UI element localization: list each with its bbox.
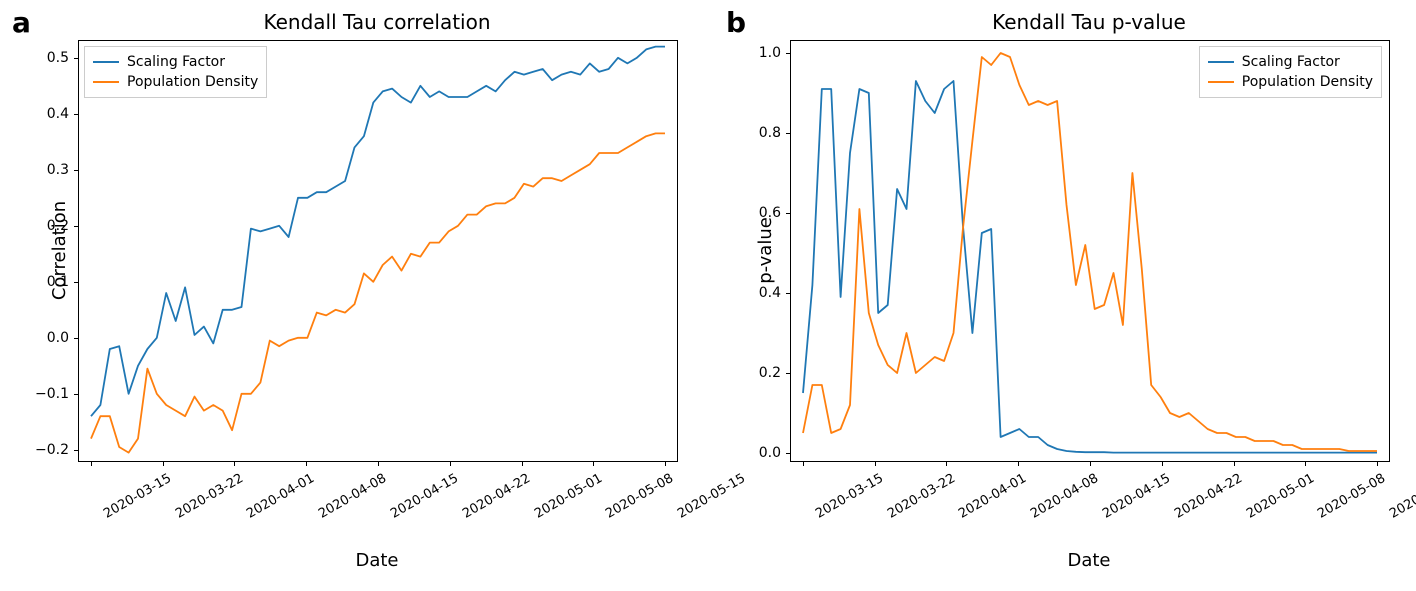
xtick-label: 2020-04-22	[460, 471, 533, 522]
xtick-label: 2020-04-01	[957, 471, 1030, 522]
xtick-label: 2020-04-15	[388, 471, 461, 522]
chart-b-plot-area: 0.00.20.40.60.81.02020-03-152020-03-2220…	[790, 40, 1390, 462]
ytick-label: −0.1	[35, 386, 69, 402]
ytick-mark	[786, 133, 791, 134]
ytick-mark	[74, 114, 79, 115]
legend-label-scaling: Scaling Factor	[127, 54, 225, 70]
xtick-mark	[946, 461, 947, 466]
chart-a-svg	[79, 41, 677, 461]
ytick-label: 0.5	[47, 50, 69, 66]
chart-a-ylabel: Correlation	[49, 201, 70, 300]
ytick-mark	[74, 58, 79, 59]
xtick-mark	[593, 461, 594, 466]
xtick-mark	[91, 461, 92, 466]
xtick-mark	[306, 461, 307, 466]
panel-label-b: b	[726, 6, 746, 39]
xtick-mark	[1018, 461, 1019, 466]
xtick-mark	[163, 461, 164, 466]
ytick-label: 0.0	[759, 445, 781, 461]
ytick-label: 0.3	[47, 162, 69, 178]
chart-a-xlabel: Date	[78, 550, 676, 571]
xtick-label: 2020-04-15	[1100, 471, 1173, 522]
xtick-label: 2020-04-01	[245, 471, 318, 522]
xtick-mark	[234, 461, 235, 466]
xtick-label: 2020-05-15	[675, 471, 748, 522]
legend-row-density: Population Density	[1208, 72, 1373, 92]
legend-row-scaling: Scaling Factor	[93, 52, 258, 72]
legend-line-icon	[1208, 81, 1234, 83]
chart-b-title: Kendall Tau p-value	[790, 10, 1388, 34]
ytick-mark	[786, 213, 791, 214]
legend-label-density: Population Density	[1242, 74, 1373, 90]
ytick-mark	[74, 338, 79, 339]
ytick-label: 0.4	[759, 285, 781, 301]
chart-a-title: Kendall Tau correlation	[78, 10, 676, 34]
legend-line-icon	[93, 61, 119, 63]
xtick-label: 2020-04-08	[1028, 471, 1101, 522]
xtick-mark	[665, 461, 666, 466]
xtick-mark	[378, 461, 379, 466]
xtick-label: 2020-05-01	[532, 471, 605, 522]
xtick-mark	[1377, 461, 1378, 466]
xtick-label: 2020-03-15	[101, 471, 174, 522]
xtick-mark	[803, 461, 804, 466]
ytick-mark	[786, 453, 791, 454]
legend-line-icon	[1208, 61, 1234, 63]
xtick-label: 2020-04-08	[316, 471, 389, 522]
series-line	[91, 133, 665, 452]
legend-label-scaling: Scaling Factor	[1242, 54, 1340, 70]
xtick-label: 2020-03-15	[813, 471, 886, 522]
chart-a-plot-area: −0.2−0.10.00.10.20.30.40.52020-03-152020…	[78, 40, 678, 462]
ytick-mark	[74, 226, 79, 227]
ytick-mark	[786, 53, 791, 54]
ytick-mark	[74, 450, 79, 451]
chart-b: Kendall Tau p-value 0.00.20.40.60.81.020…	[790, 40, 1388, 460]
xtick-mark	[1090, 461, 1091, 466]
xtick-label: 2020-04-22	[1172, 471, 1245, 522]
ytick-mark	[74, 394, 79, 395]
ytick-label: 1.0	[759, 45, 781, 61]
xtick-label: 2020-05-01	[1244, 471, 1317, 522]
ytick-label: 0.0	[47, 330, 69, 346]
ytick-label: −0.2	[35, 442, 69, 458]
legend-row-density: Population Density	[93, 72, 258, 92]
figure: a b Kendall Tau correlation −0.2−0.10.00…	[0, 0, 1416, 591]
xtick-mark	[450, 461, 451, 466]
legend-label-density: Population Density	[127, 74, 258, 90]
ytick-label: 0.8	[759, 125, 781, 141]
xtick-label: 2020-05-08	[1315, 471, 1388, 522]
chart-b-ylabel: p-value	[755, 217, 776, 284]
chart-b-svg	[791, 41, 1389, 461]
ytick-mark	[786, 293, 791, 294]
legend-line-icon	[93, 81, 119, 83]
ytick-label: 0.2	[759, 365, 781, 381]
xtick-mark	[522, 461, 523, 466]
chart-b-legend: Scaling Factor Population Density	[1199, 46, 1382, 98]
ytick-mark	[74, 282, 79, 283]
xtick-label: 2020-03-22	[885, 471, 958, 522]
xtick-label: 2020-03-22	[173, 471, 246, 522]
chart-a-legend: Scaling Factor Population Density	[84, 46, 267, 98]
xtick-mark	[875, 461, 876, 466]
chart-b-xlabel: Date	[790, 550, 1388, 571]
xtick-mark	[1162, 461, 1163, 466]
xtick-mark	[1234, 461, 1235, 466]
series-line	[91, 47, 665, 417]
xtick-label: 2020-05-08	[603, 471, 676, 522]
legend-row-scaling: Scaling Factor	[1208, 52, 1373, 72]
xtick-label: 2020-05-15	[1387, 471, 1416, 522]
ytick-label: 0.4	[47, 106, 69, 122]
panel-label-a: a	[12, 6, 31, 39]
xtick-mark	[1305, 461, 1306, 466]
series-line	[803, 53, 1377, 451]
ytick-mark	[786, 373, 791, 374]
chart-a: Kendall Tau correlation −0.2−0.10.00.10.…	[78, 40, 676, 460]
ytick-mark	[74, 170, 79, 171]
series-line	[803, 81, 1377, 453]
